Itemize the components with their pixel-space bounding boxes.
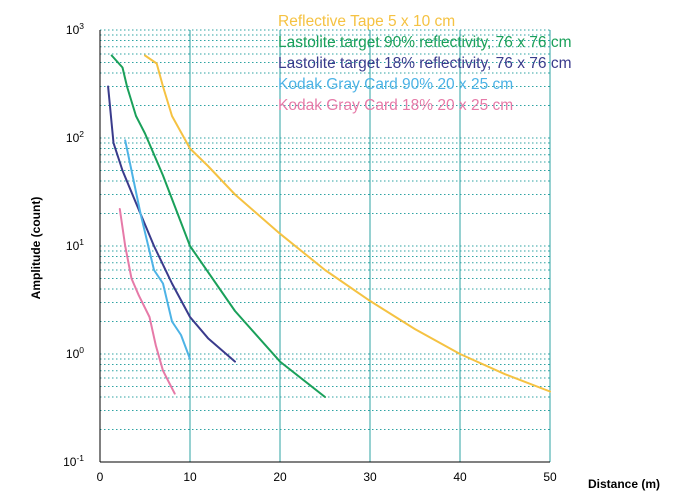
x-tick-label: 20 [273, 470, 287, 484]
y-tick-label: 102 [66, 129, 84, 145]
legend-entry-1: Reflective Tape 5 x 10 cm [278, 13, 455, 30]
legend: Reflective Tape 5 x 10 cm Lastolite targe… [278, 13, 572, 114]
series-line-3 [107, 85, 236, 363]
axes-layer [99, 30, 550, 463]
series-line-5 [118, 208, 176, 395]
y-tick-label: 103 [66, 21, 84, 37]
y-axis-title: Amplitude (count) [29, 197, 43, 300]
y-tick-label: 101 [66, 237, 84, 253]
y-tick-label: 100 [66, 345, 84, 361]
x-tick-label: 30 [363, 470, 377, 484]
x-tick-label: 10 [183, 470, 197, 484]
legend-entry-3: Lastolite target 18% reflectivity, 76 x … [278, 55, 572, 72]
series-line-1 [144, 54, 551, 393]
series-line-2 [110, 54, 326, 398]
y-tick-label: 10-1 [63, 453, 84, 469]
legend-entry-5: Kodak Gray Card 18% 20 x 25 cm [278, 97, 513, 114]
tick-label-layer: 0 10 20 30 40 50 10-1 100 101 102 103 [63, 21, 557, 484]
legend-entry-4: Kodak Gray Card 90% 20 x 25 cm [278, 76, 513, 93]
series-line-4 [124, 139, 191, 360]
x-tick-label: 50 [543, 470, 557, 484]
x-tick-label: 40 [453, 470, 467, 484]
x-axis-title: Distance (m) [588, 477, 660, 491]
series-layer [107, 54, 551, 398]
x-tick-label: 0 [97, 470, 104, 484]
legend-entry-2: Lastolite target 90% reflectivity, 76 x … [278, 34, 572, 51]
